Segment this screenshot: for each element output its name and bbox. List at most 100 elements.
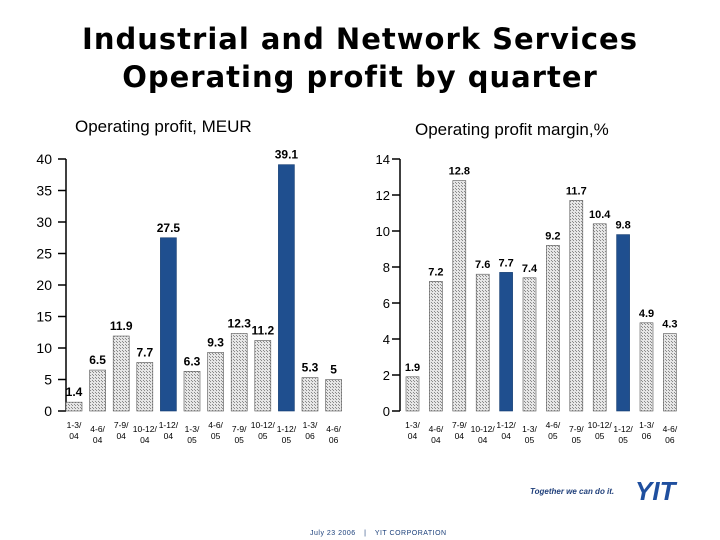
data-label: 7.7 bbox=[136, 345, 153, 359]
bar bbox=[278, 164, 295, 412]
y-tick-label: 12 bbox=[376, 188, 390, 203]
right-chart-title: Operating profit margin,% bbox=[415, 120, 609, 139]
y-tick-label: 6 bbox=[383, 296, 390, 311]
bar bbox=[254, 340, 272, 412]
y-tick-label: 8 bbox=[383, 260, 390, 275]
x-tick-label: 7-9/ bbox=[452, 420, 467, 430]
bar bbox=[160, 237, 177, 412]
bar bbox=[89, 369, 106, 412]
y-tick-label: 10 bbox=[36, 340, 52, 356]
y-tick-label: 10 bbox=[376, 224, 390, 239]
x-tick-label: 1-3/ bbox=[522, 424, 537, 434]
x-tick-label: 4-6/ bbox=[90, 424, 105, 434]
bar bbox=[616, 234, 630, 412]
bar bbox=[452, 180, 467, 412]
x-tick-label: 10-12/ bbox=[471, 424, 496, 434]
y-tick-label: 15 bbox=[36, 309, 52, 325]
x-tick-label: 04 bbox=[431, 435, 441, 445]
x-tick-label: 04 bbox=[501, 431, 511, 441]
data-label: 10.4 bbox=[589, 209, 611, 221]
data-label: 11.2 bbox=[251, 323, 274, 337]
x-tick-label: 7-9/ bbox=[232, 424, 247, 434]
y-tick-label: 30 bbox=[36, 214, 52, 230]
y-tick-label: 0 bbox=[44, 403, 52, 419]
data-label: 4.3 bbox=[662, 319, 677, 331]
x-tick-label: 06 bbox=[665, 435, 675, 445]
data-label: 12.8 bbox=[449, 166, 470, 178]
data-label: 6.5 bbox=[89, 353, 106, 367]
x-tick-label: 06 bbox=[329, 435, 339, 445]
data-label: 5 bbox=[330, 363, 337, 377]
left-chart-title: Operating profit, MEUR bbox=[75, 117, 252, 136]
footer-separator: | bbox=[364, 530, 367, 537]
x-tick-label: 05 bbox=[211, 431, 221, 441]
yit-logo: Together we can do it. YIT bbox=[530, 478, 678, 504]
x-tick-label: 4-6/ bbox=[326, 424, 341, 434]
x-tick-label: 04 bbox=[164, 431, 174, 441]
y-tick-label: 20 bbox=[36, 277, 52, 293]
x-tick-label: 10-12/ bbox=[251, 420, 276, 430]
x-tick-label: 04 bbox=[116, 431, 126, 441]
x-tick-label: 1-3/ bbox=[185, 424, 200, 434]
bar bbox=[569, 200, 584, 412]
x-tick-label: 04 bbox=[455, 431, 465, 441]
x-tick-label: 1-3/ bbox=[405, 420, 420, 430]
bar bbox=[301, 377, 319, 412]
x-tick-label: 05 bbox=[572, 435, 582, 445]
bar bbox=[522, 277, 537, 412]
bar bbox=[136, 362, 154, 412]
bar bbox=[499, 272, 513, 412]
bar bbox=[65, 401, 83, 412]
bar bbox=[475, 273, 490, 412]
x-tick-label: 1-12/ bbox=[496, 420, 516, 430]
y-tick-label: 35 bbox=[36, 183, 52, 199]
data-label: 9.8 bbox=[615, 220, 630, 232]
x-tick-label: 05 bbox=[282, 435, 292, 445]
data-label: 9.3 bbox=[207, 335, 224, 349]
x-tick-label: 10-12/ bbox=[133, 424, 158, 434]
x-tick-label: 7-9/ bbox=[114, 420, 129, 430]
x-tick-label: 05 bbox=[525, 435, 535, 445]
y-tick-label: 2 bbox=[383, 368, 390, 383]
footer-company: YIT CORPORATION bbox=[374, 530, 447, 537]
bar bbox=[592, 223, 607, 412]
data-label: 6.3 bbox=[184, 354, 201, 368]
bar bbox=[639, 322, 654, 412]
x-tick-label: 1-12/ bbox=[277, 424, 297, 434]
data-label: 7.2 bbox=[428, 266, 443, 278]
x-tick-label: 4-6/ bbox=[429, 424, 444, 434]
bar bbox=[429, 281, 443, 412]
y-tick-label: 5 bbox=[44, 372, 52, 388]
page-title-line2: Operating profit by quarter bbox=[122, 60, 598, 94]
x-tick-label: 05 bbox=[548, 431, 558, 441]
y-tick-label: 40 bbox=[36, 151, 52, 167]
x-tick-label: 4-6/ bbox=[663, 424, 678, 434]
bar bbox=[230, 333, 248, 412]
y-tick-label: 25 bbox=[36, 246, 52, 262]
bar bbox=[112, 335, 130, 412]
y-tick-label: 14 bbox=[376, 152, 390, 167]
data-label: 7.6 bbox=[475, 259, 490, 271]
data-label: 39.1 bbox=[275, 148, 299, 162]
x-tick-label: 04 bbox=[140, 435, 150, 445]
bar bbox=[207, 352, 224, 412]
x-tick-label: 10-12/ bbox=[588, 420, 613, 430]
y-tick-label: 0 bbox=[383, 404, 390, 419]
right-chart: 024681012141.91-3/047.24-6/0412.87-9/047… bbox=[376, 152, 678, 445]
x-tick-label: 04 bbox=[93, 435, 103, 445]
x-tick-label: 05 bbox=[618, 435, 628, 445]
bar bbox=[183, 371, 201, 412]
data-label: 4.9 bbox=[639, 308, 654, 320]
data-label: 1.4 bbox=[66, 385, 83, 399]
data-label: 5.3 bbox=[302, 361, 319, 375]
data-label: 7.4 bbox=[522, 263, 538, 275]
data-label: 7.7 bbox=[498, 257, 513, 269]
x-tick-label: 04 bbox=[478, 435, 488, 445]
x-tick-label: 4-6/ bbox=[546, 420, 561, 430]
data-label: 12.3 bbox=[228, 317, 252, 331]
x-tick-label: 1-3/ bbox=[303, 420, 318, 430]
x-tick-label: 1-3/ bbox=[67, 420, 82, 430]
page-title-line1: Industrial and Network Services bbox=[82, 22, 638, 56]
x-tick-label: 4-6/ bbox=[208, 420, 223, 430]
